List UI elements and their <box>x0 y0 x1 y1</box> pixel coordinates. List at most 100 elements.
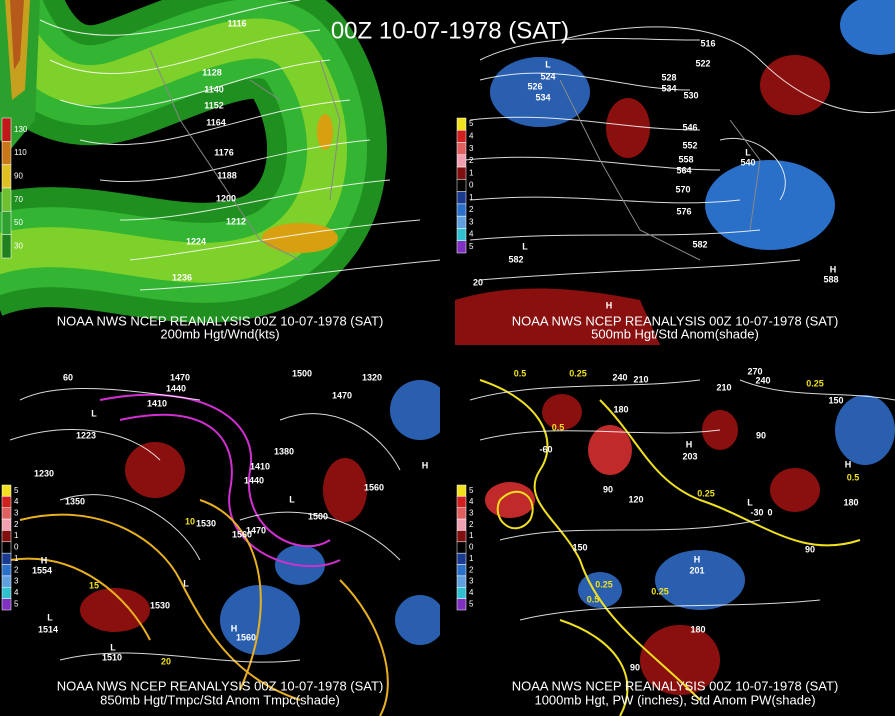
legend-swatch <box>456 587 467 599</box>
contour-label: H <box>422 460 429 470</box>
contour-label: 90 <box>603 484 613 494</box>
legend-swatch <box>456 166 467 180</box>
contour-label: 1223 <box>76 430 96 440</box>
legend-label: 3 <box>469 144 474 153</box>
legend-label: 1 <box>469 168 474 177</box>
legend-swatch <box>1 507 12 520</box>
subtitle: 500mb Hgt/Std Anom(shade) <box>591 326 759 341</box>
legend-swatch <box>456 130 467 143</box>
contour-label: 530 <box>683 90 698 100</box>
contour-label: 1350 <box>65 496 85 506</box>
panel-850mb <box>9 380 440 716</box>
contour-label: 203 <box>682 451 697 461</box>
subtitle: 200mb Hgt/Wnd(kts) <box>160 326 279 341</box>
legend-label: 3 <box>469 577 474 586</box>
legend-swatch <box>1 141 12 165</box>
legend-label: 0 <box>469 181 474 190</box>
contour-label: 1440 <box>244 475 264 485</box>
contour-label: 1152 <box>204 100 224 110</box>
contour-label: 1500 <box>292 368 312 378</box>
contour-label: 0.25 <box>806 378 824 388</box>
contour-label: 1530 <box>196 518 216 528</box>
contour-label: 1320 <box>362 372 382 382</box>
contour-label: 526 <box>527 81 542 91</box>
contour-label: 588 <box>823 274 838 284</box>
contour-label: 1140 <box>204 84 224 94</box>
legend-swatch <box>456 142 467 156</box>
legend-label: 5 <box>14 486 19 495</box>
contour-label: 534 <box>661 83 676 93</box>
contour-label: L <box>47 612 53 622</box>
contour-label: 15 <box>89 580 99 590</box>
contour-label: 180 <box>613 404 628 414</box>
legend-label: 2 <box>469 156 474 165</box>
caption: NOAA NWS NCEP REANALYSIS 00Z 10-07-1978 … <box>57 678 384 693</box>
legend-swatch <box>1 587 12 599</box>
legend-label: 2 <box>14 520 19 529</box>
contour-label: 576 <box>676 206 691 216</box>
contour-label: 10 <box>185 516 195 526</box>
legend-swatch <box>456 575 467 588</box>
legend-label: 2 <box>469 205 474 214</box>
contour-label: H <box>694 554 701 564</box>
contour-label: L <box>522 241 528 251</box>
legend-label: 3 <box>469 509 474 518</box>
contour-label: 210 <box>633 374 648 384</box>
subtitle: 1000mb Hgt, PW (inches), Std Anom PW(sha… <box>534 692 815 707</box>
contour-label: 201 <box>689 565 704 575</box>
contour-label: 582 <box>692 239 707 249</box>
contour-label: L <box>110 642 116 652</box>
contour-label: 150 <box>828 395 843 405</box>
contour-label: 60 <box>63 372 73 382</box>
contour-label: 1380 <box>274 446 294 456</box>
contour-label: H <box>845 459 852 469</box>
legend-label: 5 <box>469 119 474 128</box>
legend-swatch <box>1 187 12 212</box>
contour-label: 240 <box>755 375 770 385</box>
contour-label: 0.5 <box>514 368 527 378</box>
panel-200mb <box>0 0 440 323</box>
legend-label: 4 <box>469 497 474 506</box>
legend-label: 110 <box>14 148 27 157</box>
contour-label: 1188 <box>217 170 237 180</box>
legend-swatch <box>456 552 467 565</box>
legend-swatch <box>456 191 467 205</box>
legend-label: 4 <box>14 497 19 506</box>
contour-label: 1224 <box>186 236 206 246</box>
contour-label: 90 <box>756 430 766 440</box>
legend-swatch <box>1 496 12 508</box>
contour-label: 0.5 <box>552 422 565 432</box>
legend-label: 50 <box>14 218 23 227</box>
contour-label: 0.25 <box>651 586 669 596</box>
legend-swatch <box>456 484 467 497</box>
legend-swatch <box>456 154 467 168</box>
contour-label: 1236 <box>172 272 192 282</box>
contour-label: 1560 <box>364 482 384 492</box>
legend-label: 5 <box>469 242 474 251</box>
legend-swatch <box>1 530 12 543</box>
contour-label: 570 <box>675 184 690 194</box>
legend-swatch <box>456 598 467 611</box>
contour-label: 1230 <box>34 468 54 478</box>
contour-label: 240 <box>612 372 627 382</box>
contour-label: 1116 <box>227 18 246 28</box>
legend-label: 1 <box>14 531 19 540</box>
legend-label: 130 <box>14 125 28 134</box>
legend-swatch <box>1 575 12 588</box>
legend-swatch <box>456 215 467 229</box>
contour-label: 1500 <box>308 511 328 521</box>
contour-label: L <box>545 59 551 69</box>
legend-swatch <box>456 240 467 254</box>
legend-swatch <box>456 541 467 554</box>
contour-label: L <box>289 494 295 504</box>
contour-label: 1470 <box>332 390 352 400</box>
contour-label: 524 <box>540 71 555 81</box>
caption: NOAA NWS NCEP REANALYSIS 00Z 10-07-1978 … <box>57 313 384 328</box>
legend-label: 3 <box>14 509 19 518</box>
contour-label: 0 <box>767 507 772 517</box>
legend-swatch <box>1 518 12 531</box>
contour-label: 1176 <box>214 147 234 157</box>
legend-swatch <box>456 203 467 217</box>
contour-label: 552 <box>682 140 697 150</box>
legend-swatch <box>456 496 467 508</box>
